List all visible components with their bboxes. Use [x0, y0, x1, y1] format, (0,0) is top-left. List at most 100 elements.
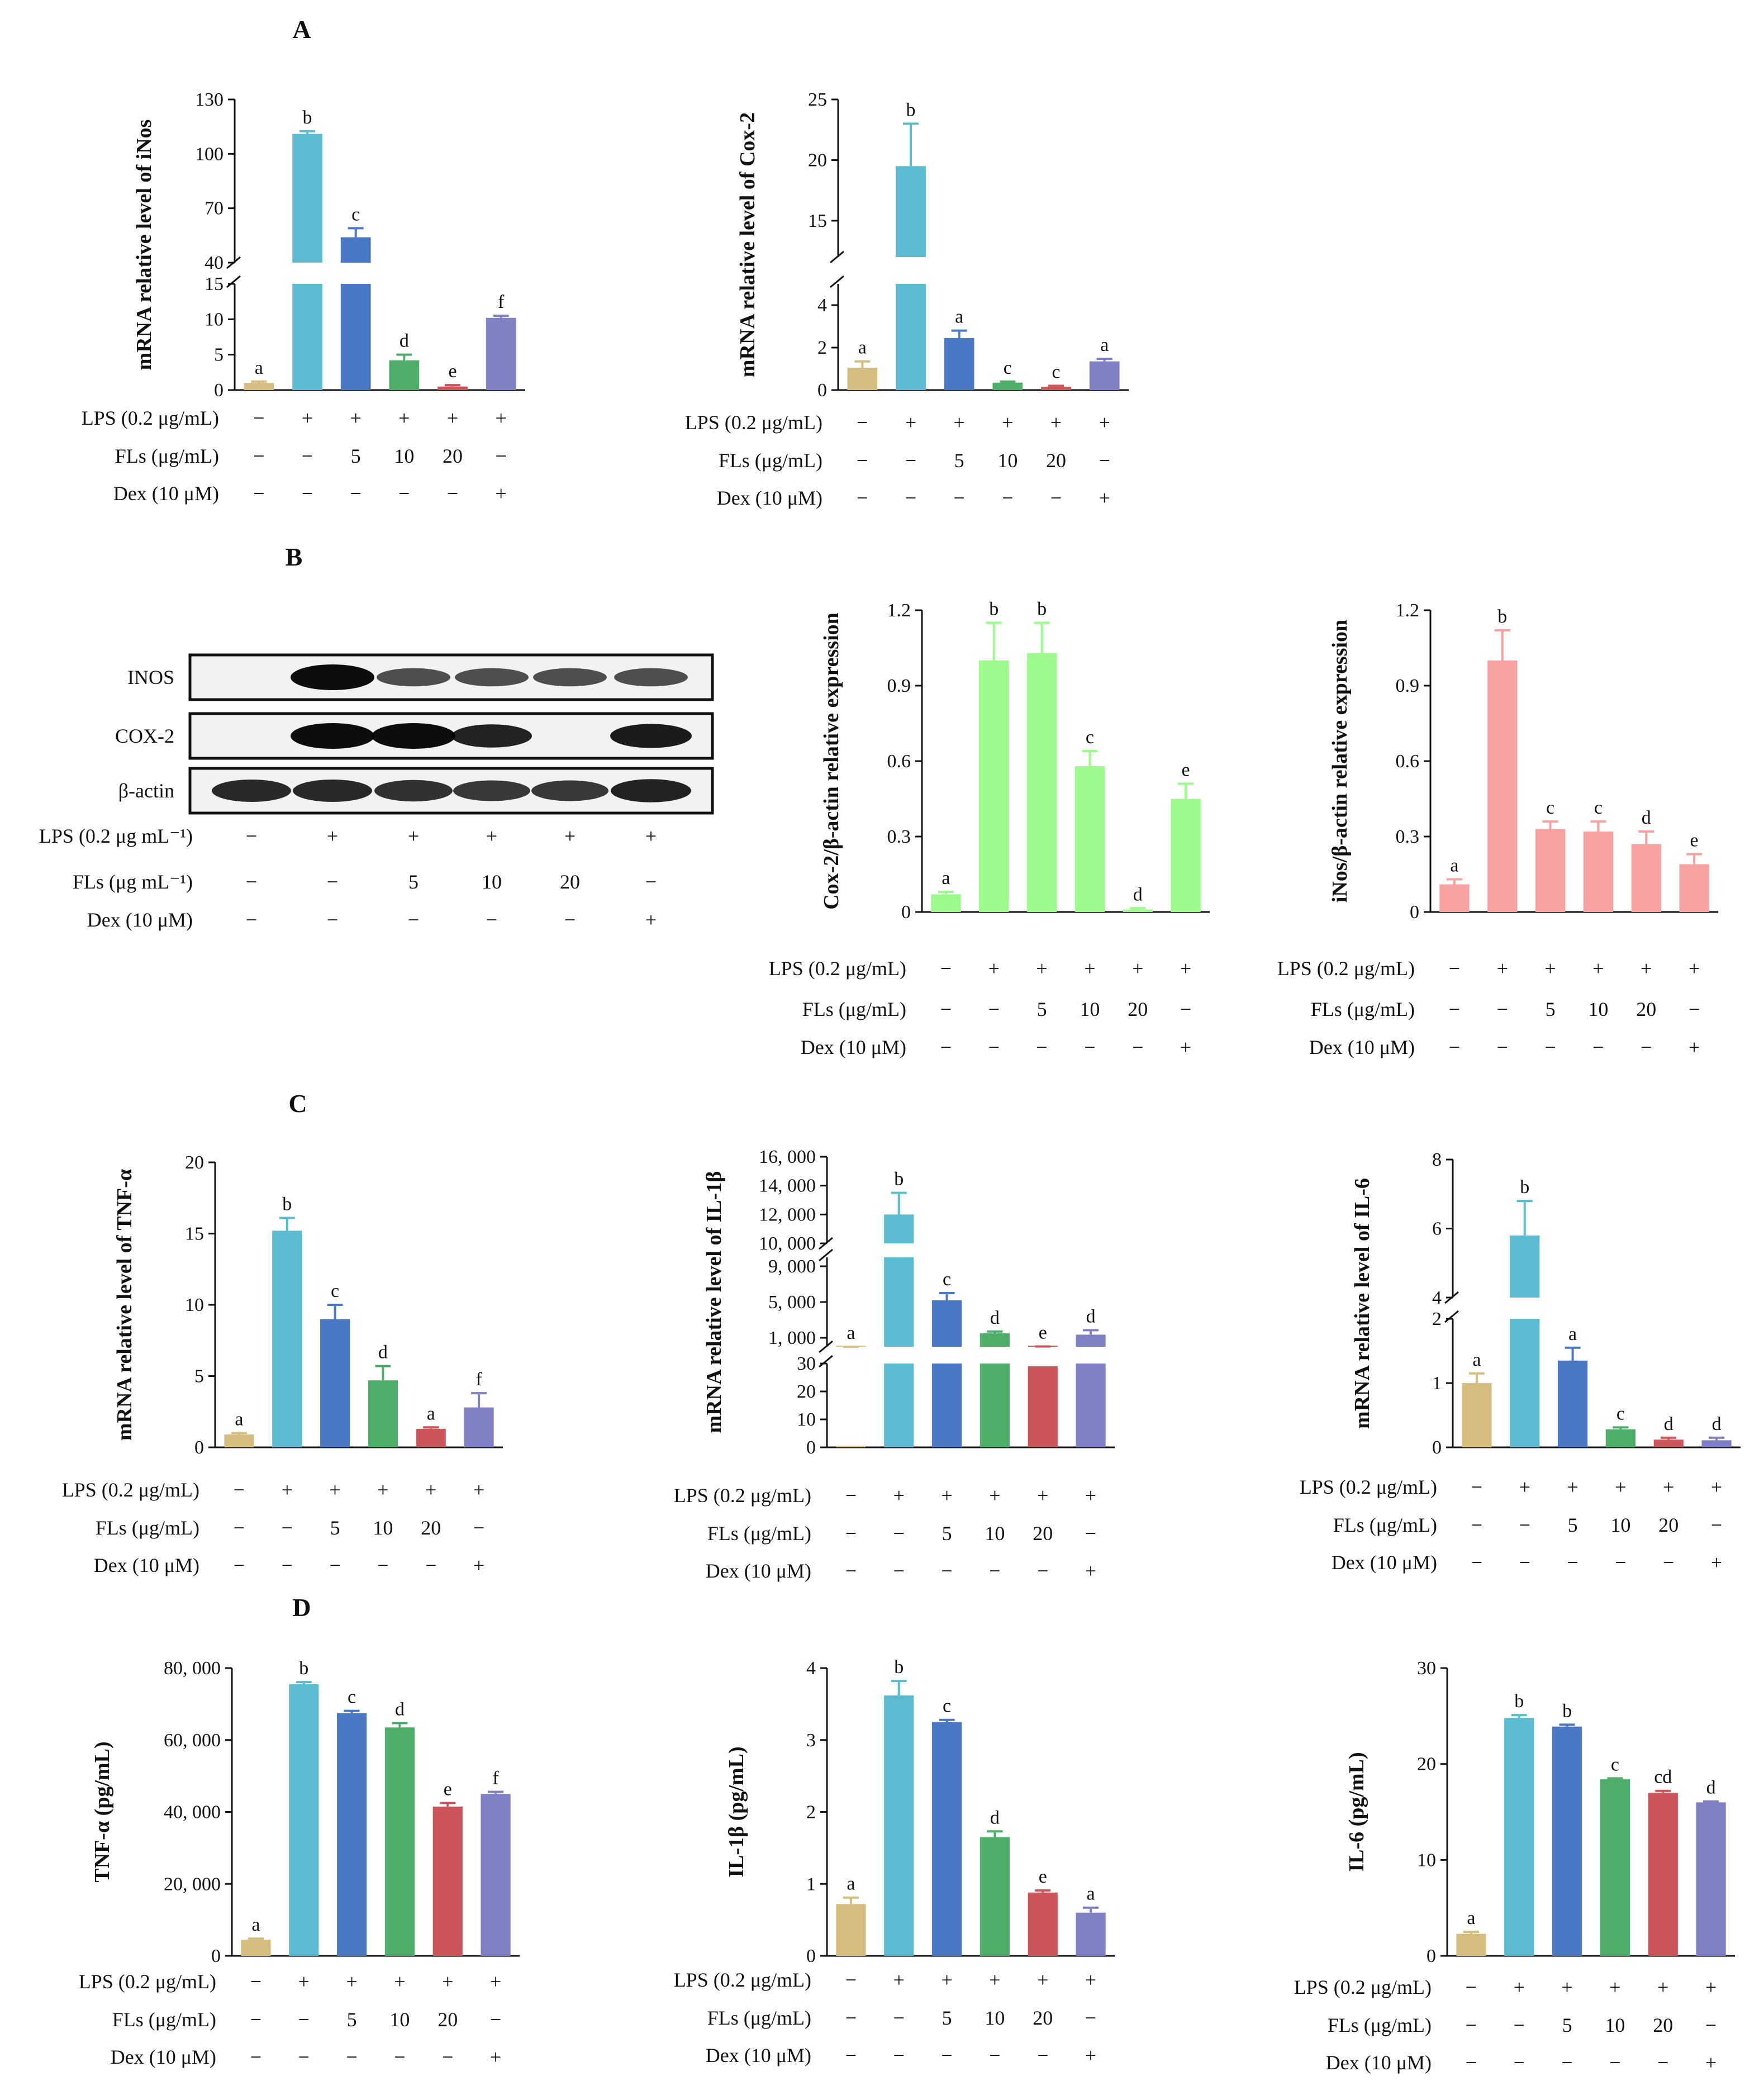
axis-break-mark: [226, 275, 241, 288]
treatment-cell: 10: [1605, 2014, 1625, 2036]
treatment-cell: −: [857, 411, 868, 434]
significance-label: c: [1004, 358, 1012, 378]
treatment-row-label: LPS (0.2 μg/mL): [1294, 1976, 1432, 1998]
significance-label: f: [498, 292, 505, 312]
treatment-row-label: FLs (μg/mL): [707, 1522, 811, 1545]
significance-label: f: [492, 1768, 499, 1788]
bar-segment: [272, 1231, 302, 1447]
bar-segment: [1028, 1892, 1058, 1956]
y-axis-label: Cox-2/β-actin relative expression: [820, 612, 843, 910]
bar-segment: [486, 317, 516, 390]
bar-segment: [416, 1428, 446, 1447]
treatment-cell: −: [893, 1522, 905, 1545]
bar-segment: [320, 1319, 350, 1447]
y-tick-label: 15: [205, 274, 224, 294]
treatment-cell: +: [1099, 487, 1110, 509]
treatment-cell: −: [408, 909, 419, 931]
treatment-cell: +: [1180, 1036, 1191, 1058]
treatment-cell: +: [941, 1484, 952, 1507]
bar-segment: [884, 1695, 914, 1956]
treatment-cell: +: [496, 407, 507, 429]
treatment-cell: −: [234, 1479, 245, 1501]
treatment-cell: +: [408, 825, 419, 847]
treatment-cell: 10: [985, 1522, 1005, 1545]
y-tick-label: 1.2: [887, 600, 911, 621]
treatment-cell: −: [473, 1517, 484, 1539]
treatment-cell: −: [1002, 487, 1013, 509]
treatment-cell: −: [298, 2008, 310, 2031]
bar-2: b: [1510, 1177, 1540, 1447]
axis-break-mark: [830, 250, 844, 264]
bar-segment: [1026, 653, 1057, 912]
treatment-cell: 5: [1546, 998, 1556, 1020]
y-tick-label: 30: [797, 1353, 816, 1374]
bar-segment: [432, 1806, 463, 1956]
significance-label: b: [299, 1658, 308, 1679]
bar-2: b: [1504, 1691, 1534, 1956]
y-tick-label: 10: [1417, 1850, 1436, 1870]
bar-segment: [931, 894, 961, 912]
treatment-cell: +: [490, 2046, 501, 2068]
axis-break-mark: [226, 256, 241, 269]
treatment-cell: +: [989, 1484, 1000, 1507]
bar-1: a: [847, 338, 878, 390]
bar-2: b: [884, 1657, 914, 1956]
bar-segment: [980, 1333, 1010, 1347]
treatment-row-label: Dex (10 μM): [1326, 2051, 1432, 2074]
bar-segment: [944, 338, 974, 390]
y-tick-label: 3: [806, 1730, 816, 1751]
bar-segment: [340, 237, 371, 263]
blot-band: [533, 668, 607, 687]
treatment-cell: −: [1519, 1551, 1530, 1574]
treatment-row-label: Dex (10 μM): [801, 1036, 906, 1058]
treatment-cell: −: [940, 998, 952, 1020]
treatment-cell: −: [1180, 998, 1191, 1020]
blot-row-3: β-actin: [118, 767, 714, 815]
treatment-row-label: FLs (μg/mL): [707, 2007, 811, 2029]
significance-label: a: [235, 1409, 243, 1430]
treatment-cell: −: [253, 445, 264, 467]
treatment-cell: −: [1497, 1036, 1508, 1058]
treatment-cell: −: [893, 1560, 905, 1582]
significance-label: b: [1037, 599, 1047, 620]
significance-label: b: [1520, 1177, 1529, 1198]
bar-segment: [1504, 1718, 1534, 1956]
treatment-cell: 10: [985, 2007, 1005, 2029]
treatment-cell: +: [302, 407, 313, 429]
y-tick-label: 10: [185, 1295, 204, 1315]
significance-label: d: [1712, 1414, 1722, 1434]
treatment-cell: −: [350, 482, 362, 505]
treatment-row-label: LPS (0.2 μg/mL): [674, 1484, 811, 1507]
bar-2: b: [289, 1658, 319, 1956]
bar-segment: [931, 1722, 962, 1956]
treatment-row-label: LPS (0.2 μg/mL): [62, 1479, 199, 1501]
significance-label: cd: [1654, 1767, 1672, 1788]
y-tick-label: 70: [205, 198, 224, 219]
bar-3: c: [931, 1269, 962, 1447]
significance-label: d: [1086, 1306, 1096, 1327]
treatment-cell: +: [1705, 1976, 1717, 1998]
treatment-cell: −: [1615, 1551, 1626, 1574]
blot-band: [291, 664, 374, 690]
bar-segment: [931, 1364, 962, 1447]
bar-segment: [481, 1794, 511, 1956]
significance-label: d: [1664, 1414, 1673, 1434]
significance-label: d: [1706, 1778, 1716, 1798]
treatment-cell: +: [645, 909, 657, 931]
treatment-row-label: LPS (0.2 μg/mL): [769, 957, 906, 980]
bar-4: c: [1583, 797, 1614, 912]
bar-segment: [438, 386, 468, 390]
treatment-table: LPS (0.2 μg/mL) − + + + + + FLs (μg/mL) − − 5 10 20 −…: [82, 407, 507, 505]
y-tick-label: 0: [1432, 1437, 1442, 1458]
treatment-row-label: Dex (10 μM): [717, 487, 822, 509]
treatment-cell: −: [1449, 998, 1460, 1020]
treatment-cell: 20: [1653, 2014, 1673, 2036]
y-tick-label: 1: [1432, 1373, 1442, 1394]
axis-break-mark: [819, 1340, 833, 1353]
treatment-cell: −: [1050, 487, 1062, 509]
treatment-cell: −: [941, 1560, 952, 1582]
significance-label: c: [1546, 797, 1554, 818]
y-axis-label: mRNA relative level of iNos: [132, 120, 156, 370]
bar-2: b: [896, 99, 926, 390]
treatment-cell: +: [1592, 957, 1604, 980]
